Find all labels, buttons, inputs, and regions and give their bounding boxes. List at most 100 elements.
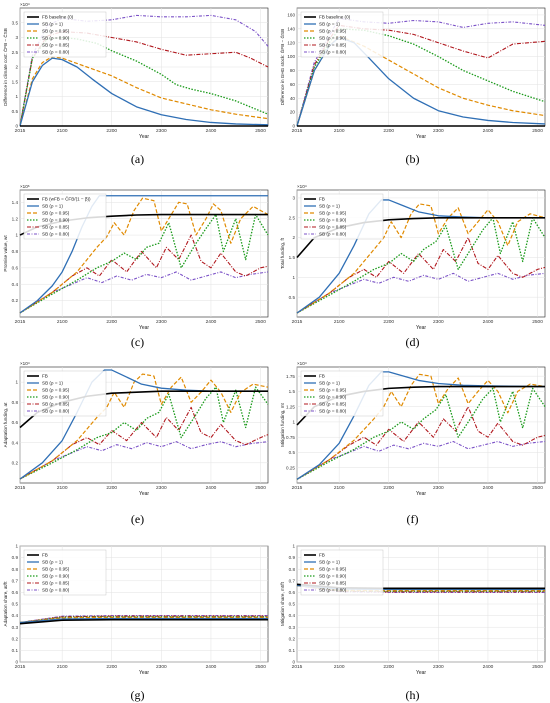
series-line-fb [19, 618, 268, 625]
legend-label: SB (ρ = 0.80) [42, 50, 70, 55]
y-tick-label: 0.6 [12, 265, 19, 270]
y-tick-label: 1.4 [12, 200, 19, 205]
x-axis-label: Year [416, 670, 426, 676]
x-tick-label: 2400 [206, 485, 217, 491]
legend-label: SB (ρ = 1) [42, 204, 63, 209]
legend-label: FB [319, 553, 325, 558]
y-tick-label: 100 [287, 54, 295, 59]
series-line-sb90 [296, 217, 546, 314]
series-line-sb80 [19, 14, 269, 127]
legend-label: SB (ρ = 0.80) [319, 588, 347, 593]
legend-label: FB [42, 553, 48, 558]
y-tick-label: 0.2 [12, 298, 19, 303]
chart-g: 0 0.1 0.2 0.3 0.4 0.5 0.6 0.7 0.8 0.9 1 2015 2100 220… [3, 544, 269, 676]
legend-label: SB (ρ = 1) [42, 381, 63, 386]
legend-label: SB (ρ = 1) [319, 204, 340, 209]
x-tick-label: 2500 [532, 485, 543, 491]
x-tick-label: 2015 [15, 485, 26, 491]
legend-label: SB (ρ = 0.95) [319, 388, 347, 393]
series-line-sb1 [19, 369, 268, 480]
y-tick-label: 1 [15, 380, 18, 385]
x-tick-label: 2100 [57, 128, 68, 134]
caption-c: (c) [130, 335, 145, 349]
y-tick-label: 0.6 [12, 590, 19, 595]
legend-label: SB (ρ = 0.90) [42, 574, 70, 579]
caption-b: (b) [405, 152, 420, 166]
legend-label: SB (ρ = 0.95) [42, 29, 70, 34]
y-tick-label: 0.1 [12, 648, 19, 653]
series-line-sb90 [296, 387, 546, 480]
series-line-sb85 [296, 406, 546, 480]
x-tick-label: 2500 [255, 128, 266, 134]
series-line-sb1 [296, 371, 546, 480]
y-tick-label: 0.25 [286, 465, 295, 470]
chart-h: 0 0.1 0.2 0.3 0.4 0.5 0.6 0.7 0.8 0.9 1 2015 2100 220… [280, 544, 546, 676]
series-line-sb1 [19, 617, 268, 624]
y-tick-label: 1.5 [289, 389, 296, 394]
x-axis-label: Year [416, 491, 426, 497]
y-tick-label: 0.2 [12, 460, 19, 465]
y-tick-label: 0.6 [12, 420, 19, 425]
x-tick-label: 2400 [483, 319, 494, 325]
legend-label: SB (ρ = 0.85) [42, 225, 70, 230]
y-tick-label: 3 [15, 35, 18, 40]
x-tick-label: 2300 [156, 485, 167, 491]
y-tick-label: 1.5 [12, 79, 19, 84]
y-tick-label: 1 [292, 544, 295, 549]
legend-label: SB (ρ = 0.80) [319, 232, 347, 237]
caption-g: (g) [130, 688, 145, 702]
series-line-sb80 [296, 440, 546, 480]
series-line-sb90 [19, 386, 269, 480]
legend-label: SB (ρ = 0.80) [319, 50, 347, 55]
chart-a: 0 0.5 1 1.5 2 2.5 3 3.5 2015 2100 2200 2300 2400 2500… [2, 2, 269, 140]
y-tick-label: 0.75 [286, 435, 295, 440]
y-tick-label: 80 [290, 68, 296, 73]
y-tick-label: 0.9 [289, 555, 296, 560]
legend-label: FB baseline (0) [42, 15, 74, 20]
x-tick-label: 2300 [156, 319, 167, 325]
x-tick-label: 2500 [532, 664, 543, 670]
y-tick-label: 1 [292, 420, 295, 425]
legend-label: SB (ρ = 0.95) [319, 211, 347, 216]
x-tick-label: 2300 [433, 485, 444, 491]
chart-f: 0.25 0.5 0.75 1 1.25 1.5 1.75 2015 2100 2200 2300 2… [280, 361, 546, 497]
y-tick-label: 1 [15, 544, 18, 549]
y-tick-label: 0.3 [289, 625, 296, 630]
y-tick-label: 0.7 [289, 578, 296, 583]
y-tick-label: 0.4 [12, 440, 19, 445]
x-tick-label: 2015 [292, 485, 303, 491]
y-axis-label: Adaptation funding, at [3, 402, 8, 447]
legend-label: SB (ρ = 0.90) [42, 36, 70, 41]
legend-label: FB [319, 374, 325, 379]
x-tick-label: 2400 [483, 664, 494, 670]
x-axis-label: Year [139, 134, 149, 140]
y-axis-label: Mitigation funding, mt [280, 402, 285, 446]
caption-e: (e) [130, 512, 145, 526]
y-tick-label: 0.6 [289, 590, 296, 595]
legend-box [23, 370, 107, 417]
x-tick-label: 2300 [156, 128, 167, 134]
y-tick-label: 20 [290, 110, 296, 115]
x-tick-label: 2100 [334, 128, 345, 134]
legend-label: SB (ρ = 0.90) [319, 574, 347, 579]
legend-label: FB [319, 197, 325, 202]
legend-box [300, 549, 384, 596]
x-tick-label: 2015 [15, 319, 26, 325]
x-tick-label: 2100 [57, 664, 68, 670]
x-tick-label: 2400 [483, 485, 494, 491]
x-tick-label: 2300 [433, 319, 444, 325]
y-tick-label: 2 [292, 235, 295, 240]
legend-label: SB (ρ = 0.95) [319, 567, 347, 572]
legend-label: SB (ρ = 0.90) [319, 395, 347, 400]
series-line-sb85 [19, 234, 269, 314]
legend-box [23, 549, 107, 596]
x-tick-label: 2500 [532, 128, 543, 134]
legend-label: SB (ρ = 1) [42, 22, 63, 27]
y-tick-label: 0 [292, 124, 295, 129]
series-line-sb85 [296, 237, 546, 314]
x-tick-label: 2400 [206, 128, 217, 134]
legend-label: SB (ρ = 0.90) [42, 395, 70, 400]
legend-label: FB [42, 374, 48, 379]
x-tick-label: 2500 [255, 319, 266, 325]
x-tick-label: 2100 [334, 319, 345, 325]
